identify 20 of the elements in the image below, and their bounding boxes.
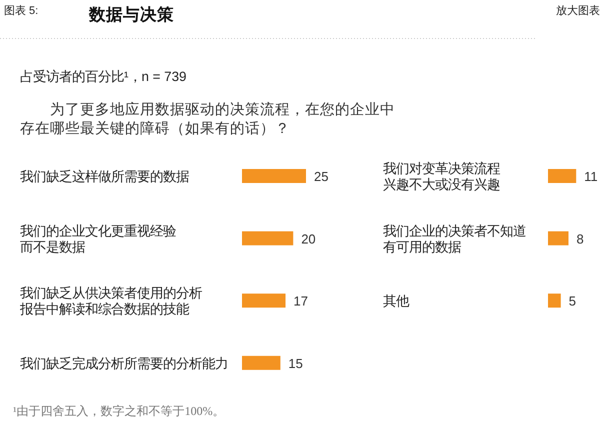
value-label: 20 [301, 230, 316, 246]
value-label: 11 [584, 168, 598, 184]
category-label: 我们的企业文化更重视经验而不是数据 [20, 222, 176, 254]
value-label: 8 [576, 230, 584, 246]
category-label: 我们对变革决策流程兴趣不大或没有兴趣 [383, 160, 500, 192]
enlarge-link: 放大图表 [556, 5, 600, 17]
category-label: 其他 [383, 293, 409, 308]
category-label: 我们缺乏这样做所需要的数据 [20, 168, 189, 184]
category-label: 我们缺乏完成分析所需要的分析能力 [20, 355, 228, 370]
title: 数据与决策 [89, 6, 174, 24]
value-label: 25 [314, 168, 328, 184]
value-label: 17 [294, 293, 308, 308]
category-label: 我们企业的决策者不知道有可用的数据 [383, 222, 526, 254]
subtitle: 占受访者的百分比¹，n = 739 [20, 69, 187, 84]
question: 为了更多地应用数据驱动的决策流程，在您的企业中存在哪些最关键的障碍（如果有的话）？ [20, 102, 395, 137]
value-label: 15 [288, 355, 303, 370]
footnote: ¹由于四舍五入，数字之和不等于100%。 [13, 404, 225, 418]
value-label: 5 [568, 293, 576, 308]
figure-number: 图表 5: [4, 5, 38, 17]
category-label: 我们缺乏从供决策者使用的分析报告中解读和综合数据的技能 [20, 285, 202, 316]
